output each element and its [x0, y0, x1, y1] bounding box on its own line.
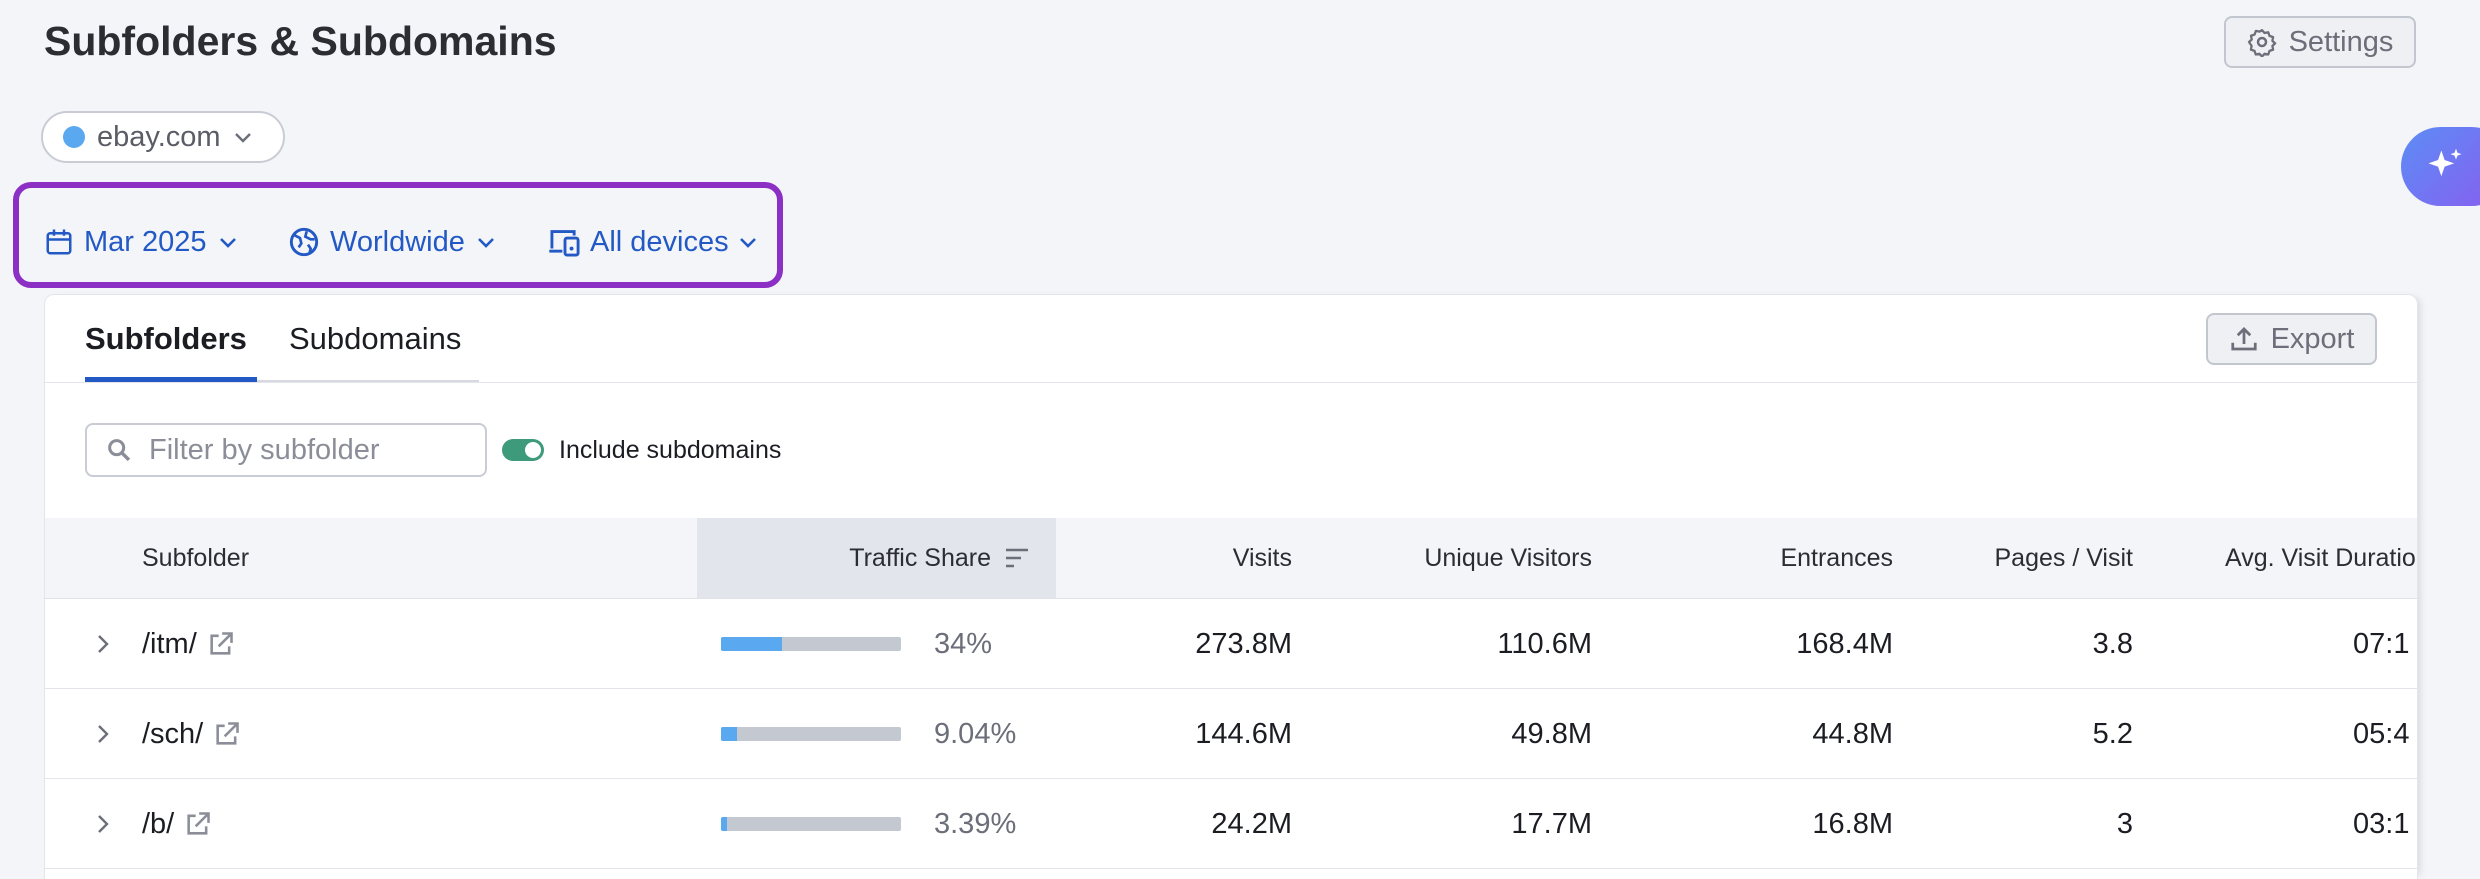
toggle-label: Include subdomains	[559, 435, 782, 464]
table-cell: 16.8M	[1812, 807, 1893, 840]
gear-icon	[2247, 29, 2276, 57]
share-bar	[721, 637, 783, 651]
export-button[interactable]: Export	[2206, 313, 2377, 365]
subfolder-cell: /b/	[142, 779, 212, 869]
devices-icon	[549, 230, 580, 257]
calendar-icon	[46, 229, 72, 255]
sorted-column-header	[697, 518, 1056, 598]
row-divider	[45, 868, 2417, 869]
date-filter[interactable]: Mar 2025	[44, 218, 239, 266]
chevron-down	[234, 133, 251, 143]
highlight-box	[13, 182, 783, 288]
share-bar-track	[721, 817, 901, 831]
share-bar-track	[721, 727, 901, 741]
table-cell: 05:4	[2353, 717, 2410, 750]
domain-label: ebay.com	[97, 120, 221, 153]
subfolder-link[interactable]: /itm/	[142, 627, 197, 660]
external-link-icon	[216, 722, 240, 745]
table-cell: 144.6M	[1195, 717, 1292, 750]
globe-icon	[289, 227, 319, 257]
device-filter[interactable]: All devices	[548, 218, 759, 266]
external-link-icon	[210, 632, 233, 655]
toggle[interactable]	[502, 439, 544, 461]
column-header: Subfolder	[142, 544, 250, 572]
settings-button[interactable]: Settings	[2224, 16, 2416, 68]
chevron-right	[98, 815, 109, 833]
external-link[interactable]	[207, 630, 235, 658]
traffic-share: 34%	[934, 627, 993, 660]
chevron-right	[98, 635, 109, 653]
column-header[interactable]: Traffic Share	[849, 544, 991, 572]
sparkle-icon	[2428, 148, 2462, 177]
tab-baseline	[85, 380, 479, 382]
share-bar	[721, 817, 728, 831]
export-label: Export	[2270, 322, 2355, 355]
column-header[interactable]: Entrances	[1780, 544, 1893, 572]
column-header[interactable]: Unique Visitors	[1424, 544, 1592, 572]
table-cell: 03:1	[2353, 807, 2410, 840]
tab-underline	[85, 377, 257, 382]
expand-toggle[interactable]	[95, 689, 111, 779]
column-header[interactable]: Visits	[1232, 544, 1292, 572]
export-icon	[2230, 327, 2257, 351]
row-divider	[45, 778, 2417, 779]
subfolder-cell: /sch/	[142, 689, 241, 779]
table-cell: 49.8M	[1511, 717, 1592, 750]
table-cell: 168.4M	[1796, 627, 1893, 660]
table-cell: 24.2M	[1211, 807, 1292, 840]
column-header[interactable]: Pages / Visit	[1994, 544, 2133, 572]
expand-toggle[interactable]	[95, 779, 111, 869]
region-filter[interactable]: Worldwide	[288, 218, 497, 266]
settings-label: Settings	[2288, 25, 2394, 58]
tab-active[interactable]: Subfolders	[85, 321, 247, 356]
filter-placeholder: Filter by subfolder	[149, 433, 380, 466]
table-cell: 17.7M	[1511, 807, 1592, 840]
column-header[interactable]: Avg. Visit Duratio	[2225, 544, 2416, 572]
domain-selector[interactable]: ebay.com	[41, 111, 285, 163]
subfolder-cell: /itm/	[142, 599, 235, 689]
date-label: Mar 2025	[84, 225, 207, 258]
traffic-share: 3.39%	[934, 807, 1017, 840]
divider	[45, 382, 2417, 383]
table-cell: 07:1	[2353, 627, 2410, 660]
table-cell: 3.8	[2092, 627, 2133, 660]
share-bar-track	[721, 637, 901, 651]
traffic-share: 9.04%	[934, 717, 1017, 750]
external-link[interactable]	[184, 810, 212, 838]
table-cell: 44.8M	[1812, 717, 1893, 750]
chevron-down	[739, 238, 756, 248]
filter-input[interactable]: Filter by subfolder	[85, 423, 487, 477]
table-cell: 3	[2116, 807, 2133, 840]
expand-toggle[interactable]	[95, 599, 111, 689]
external-link-icon	[187, 812, 211, 835]
chevron-right	[98, 725, 109, 743]
table-cell: 5.2	[2092, 717, 2133, 750]
device-label: All devices	[590, 225, 729, 258]
ai-assistant-button[interactable]	[2401, 127, 2480, 206]
chevron-down	[477, 238, 494, 248]
region-label: Worldwide	[330, 225, 465, 258]
subfolder-link[interactable]: /sch/	[142, 717, 204, 750]
table-card: Subfolders Subdomains Export Filter by s…	[44, 294, 2418, 879]
sort-icon[interactable]	[1005, 547, 1029, 569]
table-cell: 110.6M	[1497, 627, 1592, 660]
row-divider	[45, 688, 2417, 689]
search-icon	[108, 439, 131, 462]
page-title: Subfolders & Subdomains	[44, 17, 557, 64]
share-bar	[721, 727, 738, 741]
chevron-down	[219, 238, 236, 248]
tab[interactable]: Subdomains	[289, 321, 462, 356]
table-cell: 273.8M	[1195, 627, 1292, 660]
external-link[interactable]	[213, 720, 241, 748]
domain-dot	[63, 126, 85, 148]
subfolder-link[interactable]: /b/	[142, 807, 175, 840]
toggle-knob	[525, 442, 541, 458]
table-header	[45, 518, 2417, 599]
